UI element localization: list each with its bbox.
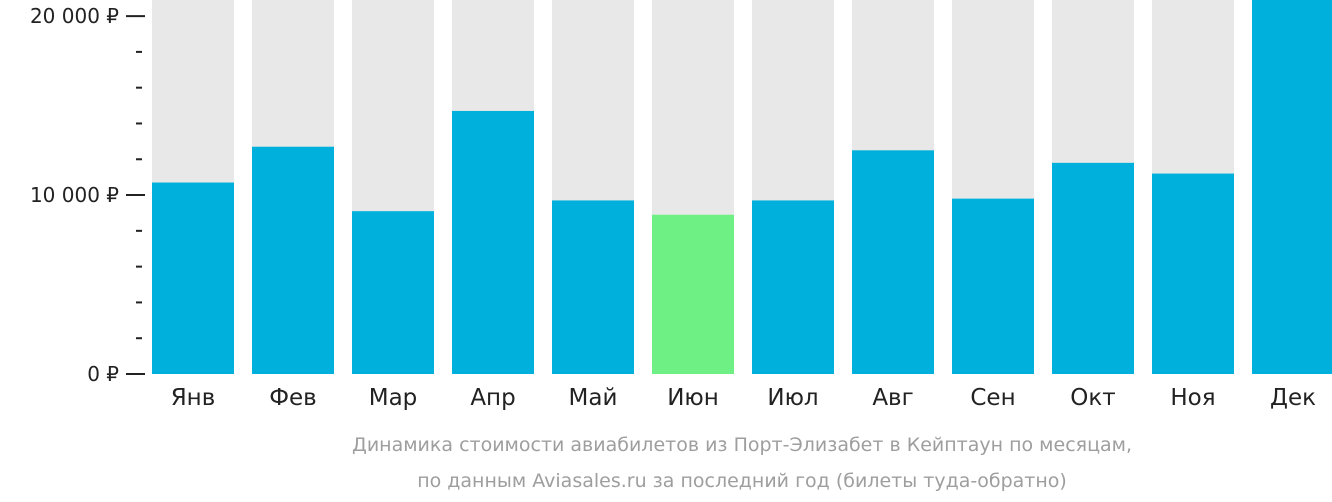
bar[interactable]: [1052, 162, 1134, 374]
y-tick-label: 20 000 ₽: [30, 4, 119, 28]
x-tick-label: Фев: [269, 385, 317, 411]
x-tick-label: Июл: [767, 385, 818, 411]
value-bars: [152, 0, 1332, 375]
x-tick-label: Окт: [1070, 385, 1115, 411]
x-tick-label: Авг: [872, 385, 913, 411]
bar[interactable]: [952, 198, 1034, 374]
y-axis: 0 ₽ 10 000 ₽ 20 000 ₽: [30, 4, 145, 386]
bar[interactable]: [1252, 0, 1332, 374]
bar[interactable]: [152, 182, 234, 374]
chart-caption-line-2: по данным Aviasales.ru за последний год …: [417, 470, 1067, 492]
bar[interactable]: [852, 150, 934, 374]
bar[interactable]: [552, 200, 634, 374]
chart-caption-line-1: Динамика стоимости авиабилетов из Порт-Э…: [351, 434, 1133, 456]
x-axis-labels: Янв Фев Мар Апр Май Июн Июл Авг Сен Окт Ноя Дек: [171, 385, 1316, 411]
y-tick-label: 0 ₽: [87, 362, 119, 386]
x-tick-label: Май: [569, 385, 618, 411]
bar[interactable]: [452, 110, 534, 375]
bar[interactable]: [652, 214, 734, 374]
x-tick-label: Мар: [369, 385, 418, 411]
bar[interactable]: [1152, 173, 1234, 374]
y-tick-label: 10 000 ₽: [30, 183, 119, 207]
bar[interactable]: [752, 200, 834, 374]
bar[interactable]: [352, 211, 434, 374]
x-tick-label: Апр: [470, 385, 515, 411]
x-tick-label: Июн: [667, 385, 719, 411]
x-tick-label: Ноя: [1170, 385, 1215, 411]
x-tick-label: Сен: [970, 385, 1015, 411]
x-tick-label: Дек: [1270, 385, 1316, 411]
bar[interactable]: [252, 146, 334, 374]
x-tick-label: Янв: [171, 385, 216, 411]
